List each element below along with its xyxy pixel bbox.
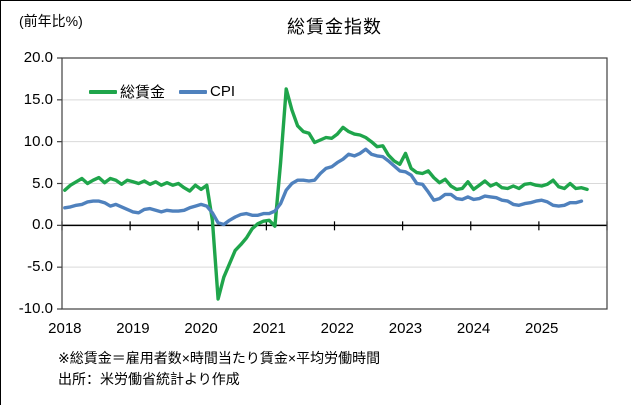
- footnote-definition: ※総賃金＝雇用者数×時間当たり賃金×平均労働時間: [58, 350, 381, 366]
- wages-line-swatch: [89, 89, 117, 94]
- y-tick-label: 15.0: [23, 90, 53, 108]
- x-tick-label: 2019: [116, 320, 150, 337]
- cpi-series-line: [63, 147, 584, 227]
- x-tick-label: 2024: [456, 320, 491, 337]
- x-tick-label: 2023: [388, 320, 423, 337]
- footnote-source: 出所：米労働省統計より作成: [58, 371, 240, 387]
- x-tick-label: 2025: [525, 320, 559, 337]
- x-tick-label: 2022: [320, 320, 355, 337]
- y-tick-label: 10.0: [23, 132, 53, 150]
- legend-label-wages: 総賃金: [120, 84, 166, 101]
- x-tick-label: 2020: [184, 320, 218, 337]
- y-tick-label: 5.0: [32, 174, 53, 192]
- legend: 総賃金 CPI: [89, 81, 235, 102]
- y-tick-label: -5.0: [27, 258, 53, 276]
- wages-series-line: [63, 87, 589, 301]
- cpi-line-swatch: [179, 89, 208, 94]
- legend-item-wages: 総賃金: [89, 81, 165, 102]
- y-tick-label: -10.0: [18, 300, 53, 317]
- legend-label-cpi: CPI: [210, 83, 236, 100]
- y-tick-label: 20.0: [23, 49, 53, 66]
- legend-item-cpi: CPI: [179, 83, 235, 100]
- x-tick-label: 2021: [252, 320, 286, 337]
- plot-border: [61, 57, 608, 310]
- y-tick-label: 0.0: [32, 216, 53, 234]
- y-axis-unit-label: (前年比%): [19, 13, 83, 29]
- x-tick-label: 2018: [48, 320, 82, 337]
- chart-title: 総賃金指数: [287, 17, 382, 37]
